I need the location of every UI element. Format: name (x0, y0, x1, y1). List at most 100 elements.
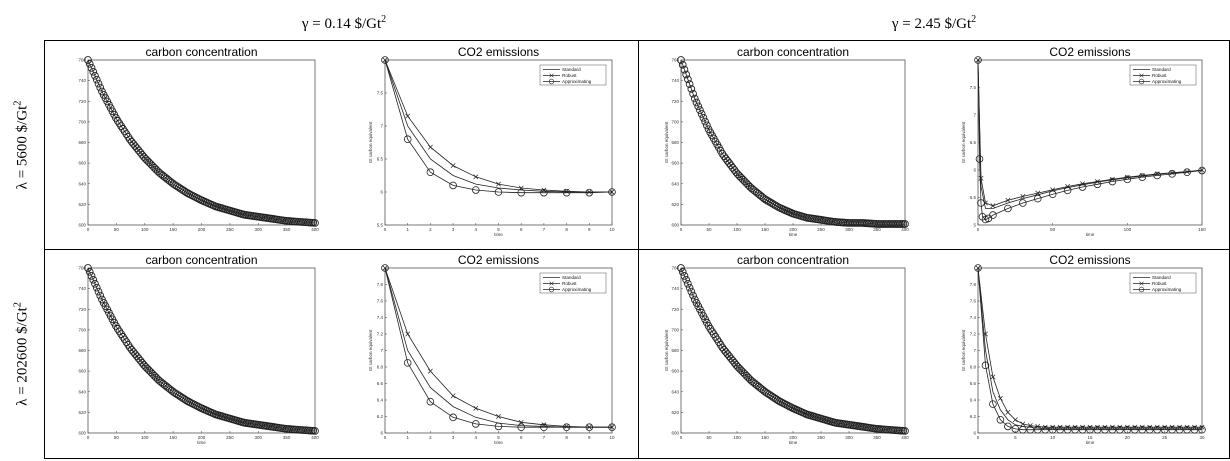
x-tick-label: 300 (845, 435, 853, 440)
data-point-robust (1192, 424, 1197, 430)
data-point-approximating (608, 188, 616, 196)
data-point (92, 75, 101, 84)
legend-box (1129, 64, 1197, 86)
y-tick-label: 680 (671, 348, 679, 353)
data-point (195, 195, 204, 204)
y-tick-label: 6.5 (377, 157, 384, 162)
data-point-robust (1020, 193, 1026, 199)
data-point-approximating (977, 199, 985, 207)
data-point-robust (1095, 424, 1100, 430)
x-tick-label: 0 (384, 227, 387, 232)
y-tick-label: 7.8 (970, 282, 977, 287)
legend-entry: Robust (562, 73, 577, 78)
data-point (687, 85, 696, 93)
legend-entry: Robust (1152, 281, 1167, 286)
data-point-approximating (1026, 425, 1035, 434)
data-point (701, 117, 709, 126)
x-tick-label: 1 (406, 227, 409, 232)
x-tick-label: 150 (169, 227, 177, 232)
data-point-robust (1109, 176, 1115, 182)
y-tick-label: 760 (671, 266, 679, 271)
chart-co2-emissions-r1c1: CO2 emissions 0 1 2 3 4 5 6 7 8 9 10 6 6.2 6.4 6.6 6.8 7 7… (368, 253, 616, 445)
column-header-gamma-low: γ = 0.14 $/Gt2 (301, 14, 387, 32)
y-tick-label: 7.4 (970, 315, 977, 320)
data-point-robust (1065, 184, 1071, 189)
data-point-robust (1072, 424, 1078, 430)
data-point (89, 67, 98, 76)
data-point-approximating (472, 186, 480, 194)
data-point-approximating (540, 188, 548, 197)
data-point-approximating (1086, 425, 1094, 434)
y-tick-label: 680 (671, 140, 679, 145)
x-tick-label: 3 (452, 227, 455, 232)
y-tick-label: 720 (671, 307, 679, 312)
x-tick-label: 30 (1199, 435, 1205, 440)
x-tick-label: 350 (873, 435, 881, 440)
y-tick-label: 7.5 (377, 91, 384, 96)
x-tick-label: 150 (1198, 227, 1206, 232)
data-point (689, 89, 697, 98)
x-axis-label: time (789, 440, 798, 445)
x-tick-label: 10 (609, 435, 615, 440)
data-point-approximating (974, 56, 982, 64)
data-point-approximating (981, 361, 990, 370)
x-tick-label: 0 (87, 435, 90, 440)
data-point-approximating (975, 155, 984, 163)
x-tick-label: 10 (609, 227, 615, 232)
data-point-robust (1050, 424, 1056, 430)
chart-co2-emissions-r0c1: CO2 emissions 0 1 2 3 4 5 6 7 8 9 10 5.5 6 6.5 7 7.5 time… (368, 45, 616, 237)
data-point-robust (997, 395, 1003, 401)
y-tick-label: 640 (78, 389, 86, 394)
data-point-approximating (426, 168, 435, 176)
y-tick-label: 660 (671, 369, 679, 374)
row-label-lambda-low: λ = 5600 $/Gt2 (12, 100, 31, 189)
data-point-approximating (1041, 425, 1049, 434)
data-point-robust (1005, 197, 1011, 203)
series-markers (677, 264, 909, 435)
data-point-approximating (562, 423, 571, 432)
y-tick-label: 740 (671, 78, 679, 83)
y-tick-label: 6 (973, 168, 976, 173)
y-tick-label: 620 (78, 202, 86, 207)
data-point-approximating (585, 423, 594, 432)
x-tick-label: 7 (543, 227, 546, 232)
data-point-robust (990, 203, 996, 209)
data-point (84, 264, 92, 272)
data-point-robust (1169, 424, 1175, 430)
data-point-robust (1124, 424, 1130, 430)
data-point (311, 219, 319, 227)
x-tick-label: 25 (1162, 435, 1168, 440)
data-point (85, 268, 94, 276)
x-tick-label: 100 (141, 435, 149, 440)
x-tick-label: 2 (429, 227, 432, 232)
data-point-robust (1035, 190, 1041, 196)
x-tick-label: 4 (475, 227, 478, 232)
data-point-robust (1080, 424, 1085, 430)
series-line-standard (384, 59, 612, 193)
chart-title: CO2 emissions (1049, 45, 1130, 59)
y-tick-label: 760 (78, 58, 86, 63)
legend-box (539, 64, 607, 86)
y-tick-label: 7.2 (377, 332, 384, 337)
data-point-robust (983, 331, 988, 337)
plot-frame (384, 59, 613, 226)
data-point-approximating (494, 188, 503, 196)
data-point-approximating (608, 423, 616, 432)
data-point-robust (1139, 424, 1145, 430)
data-point (91, 279, 99, 288)
data-point-approximating (517, 423, 526, 432)
data-point-approximating (1011, 425, 1020, 433)
data-point-robust (1027, 423, 1033, 429)
y-tick-label: 620 (78, 410, 86, 415)
x-axis-label: time (789, 232, 798, 237)
y-tick-label: 740 (78, 286, 86, 291)
x-tick-label: 5 (497, 227, 500, 232)
x-tick-label: 200 (789, 435, 797, 440)
plot-frame (384, 267, 613, 434)
y-tick-label: 6.6 (970, 381, 977, 386)
data-point-robust (541, 187, 547, 193)
data-point-approximating (381, 56, 389, 64)
